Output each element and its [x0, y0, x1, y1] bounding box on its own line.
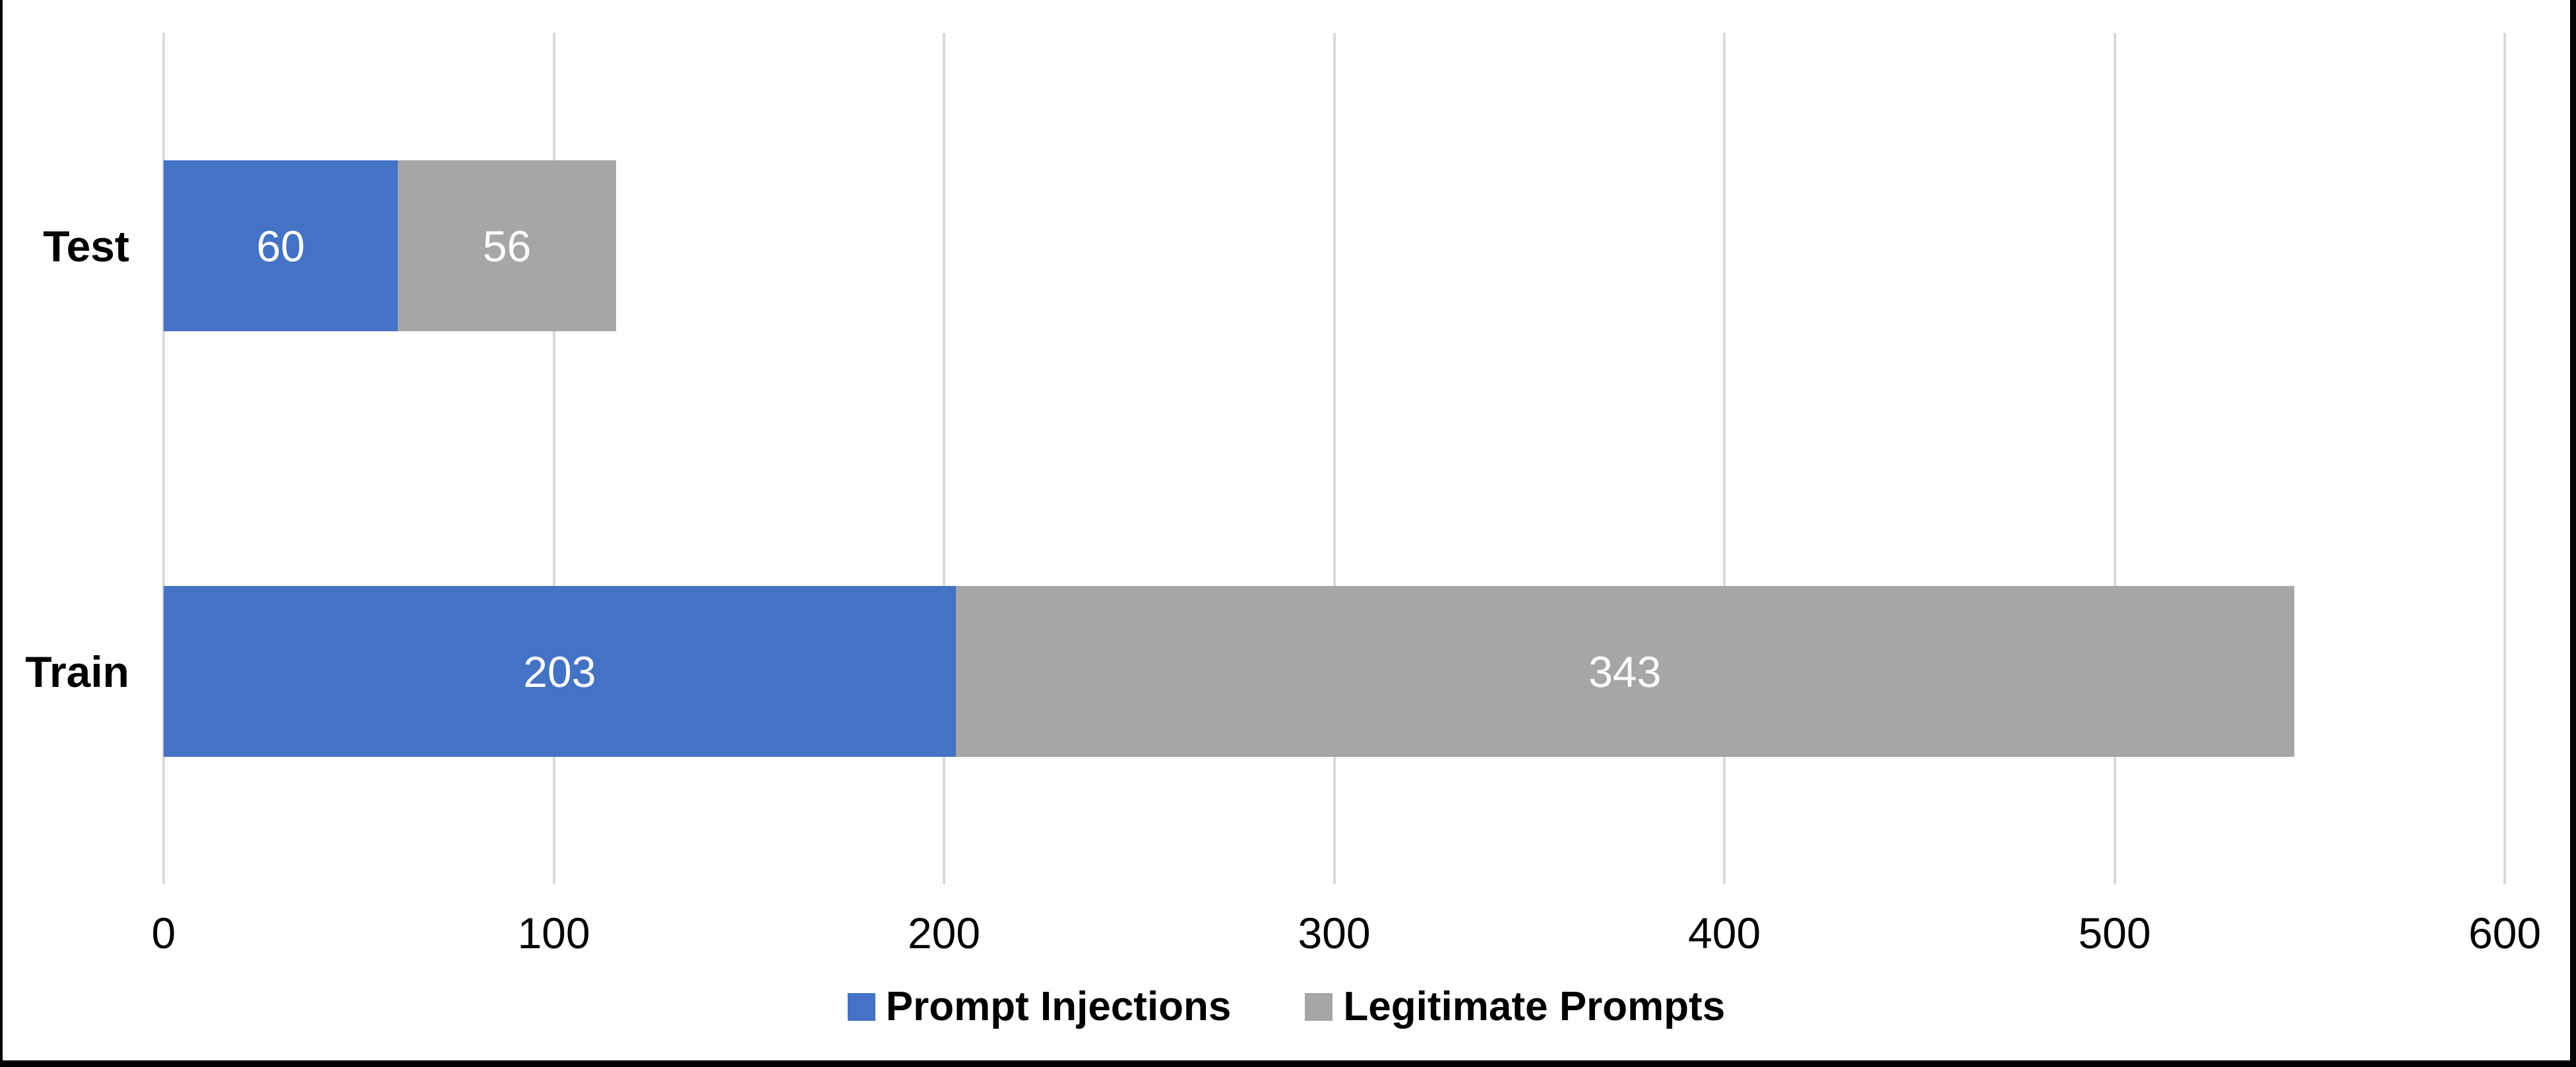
legend-item: Legitimate Prompts	[1305, 984, 1726, 1029]
bar-segment: 343	[955, 586, 2294, 757]
gridline	[943, 33, 945, 884]
category-label: Test	[43, 221, 129, 271]
bar-segment: 56	[397, 160, 617, 331]
legend-label: Prompt Injections	[885, 984, 1232, 1029]
gridline	[2503, 33, 2506, 884]
bar-data-label: 56	[482, 221, 532, 271]
x-axis-tick-label: 400	[1687, 909, 1761, 957]
x-axis-tick-label: 200	[907, 909, 981, 957]
gridline	[552, 33, 555, 884]
gridline	[1723, 33, 1726, 884]
legend-item: Prompt Injections	[847, 984, 1232, 1029]
bar-data-label: 203	[523, 647, 596, 696]
bar-segment: 203	[164, 586, 956, 757]
legend-swatch-icon	[1305, 993, 1333, 1021]
bar-data-label: 343	[1588, 647, 1662, 696]
legend: Prompt Injections Legitimate Prompts	[3, 984, 2570, 1029]
x-axis-tick-label: 500	[2078, 909, 2151, 957]
legend-swatch-icon	[847, 993, 875, 1021]
x-axis-tick-label: 100	[517, 909, 590, 957]
gridline	[2113, 33, 2116, 884]
gridline	[162, 33, 165, 884]
x-axis-tick-label: 600	[2468, 909, 2542, 957]
category-label: Train	[25, 647, 129, 696]
x-axis-tick-label: 300	[1298, 909, 1371, 957]
bar-segment: 60	[164, 160, 398, 331]
x-axis-tick-label: 0	[151, 909, 176, 957]
legend-label: Legitimate Prompts	[1343, 984, 1726, 1029]
bar-data-label: 60	[256, 221, 305, 271]
gridline	[1333, 33, 1336, 884]
